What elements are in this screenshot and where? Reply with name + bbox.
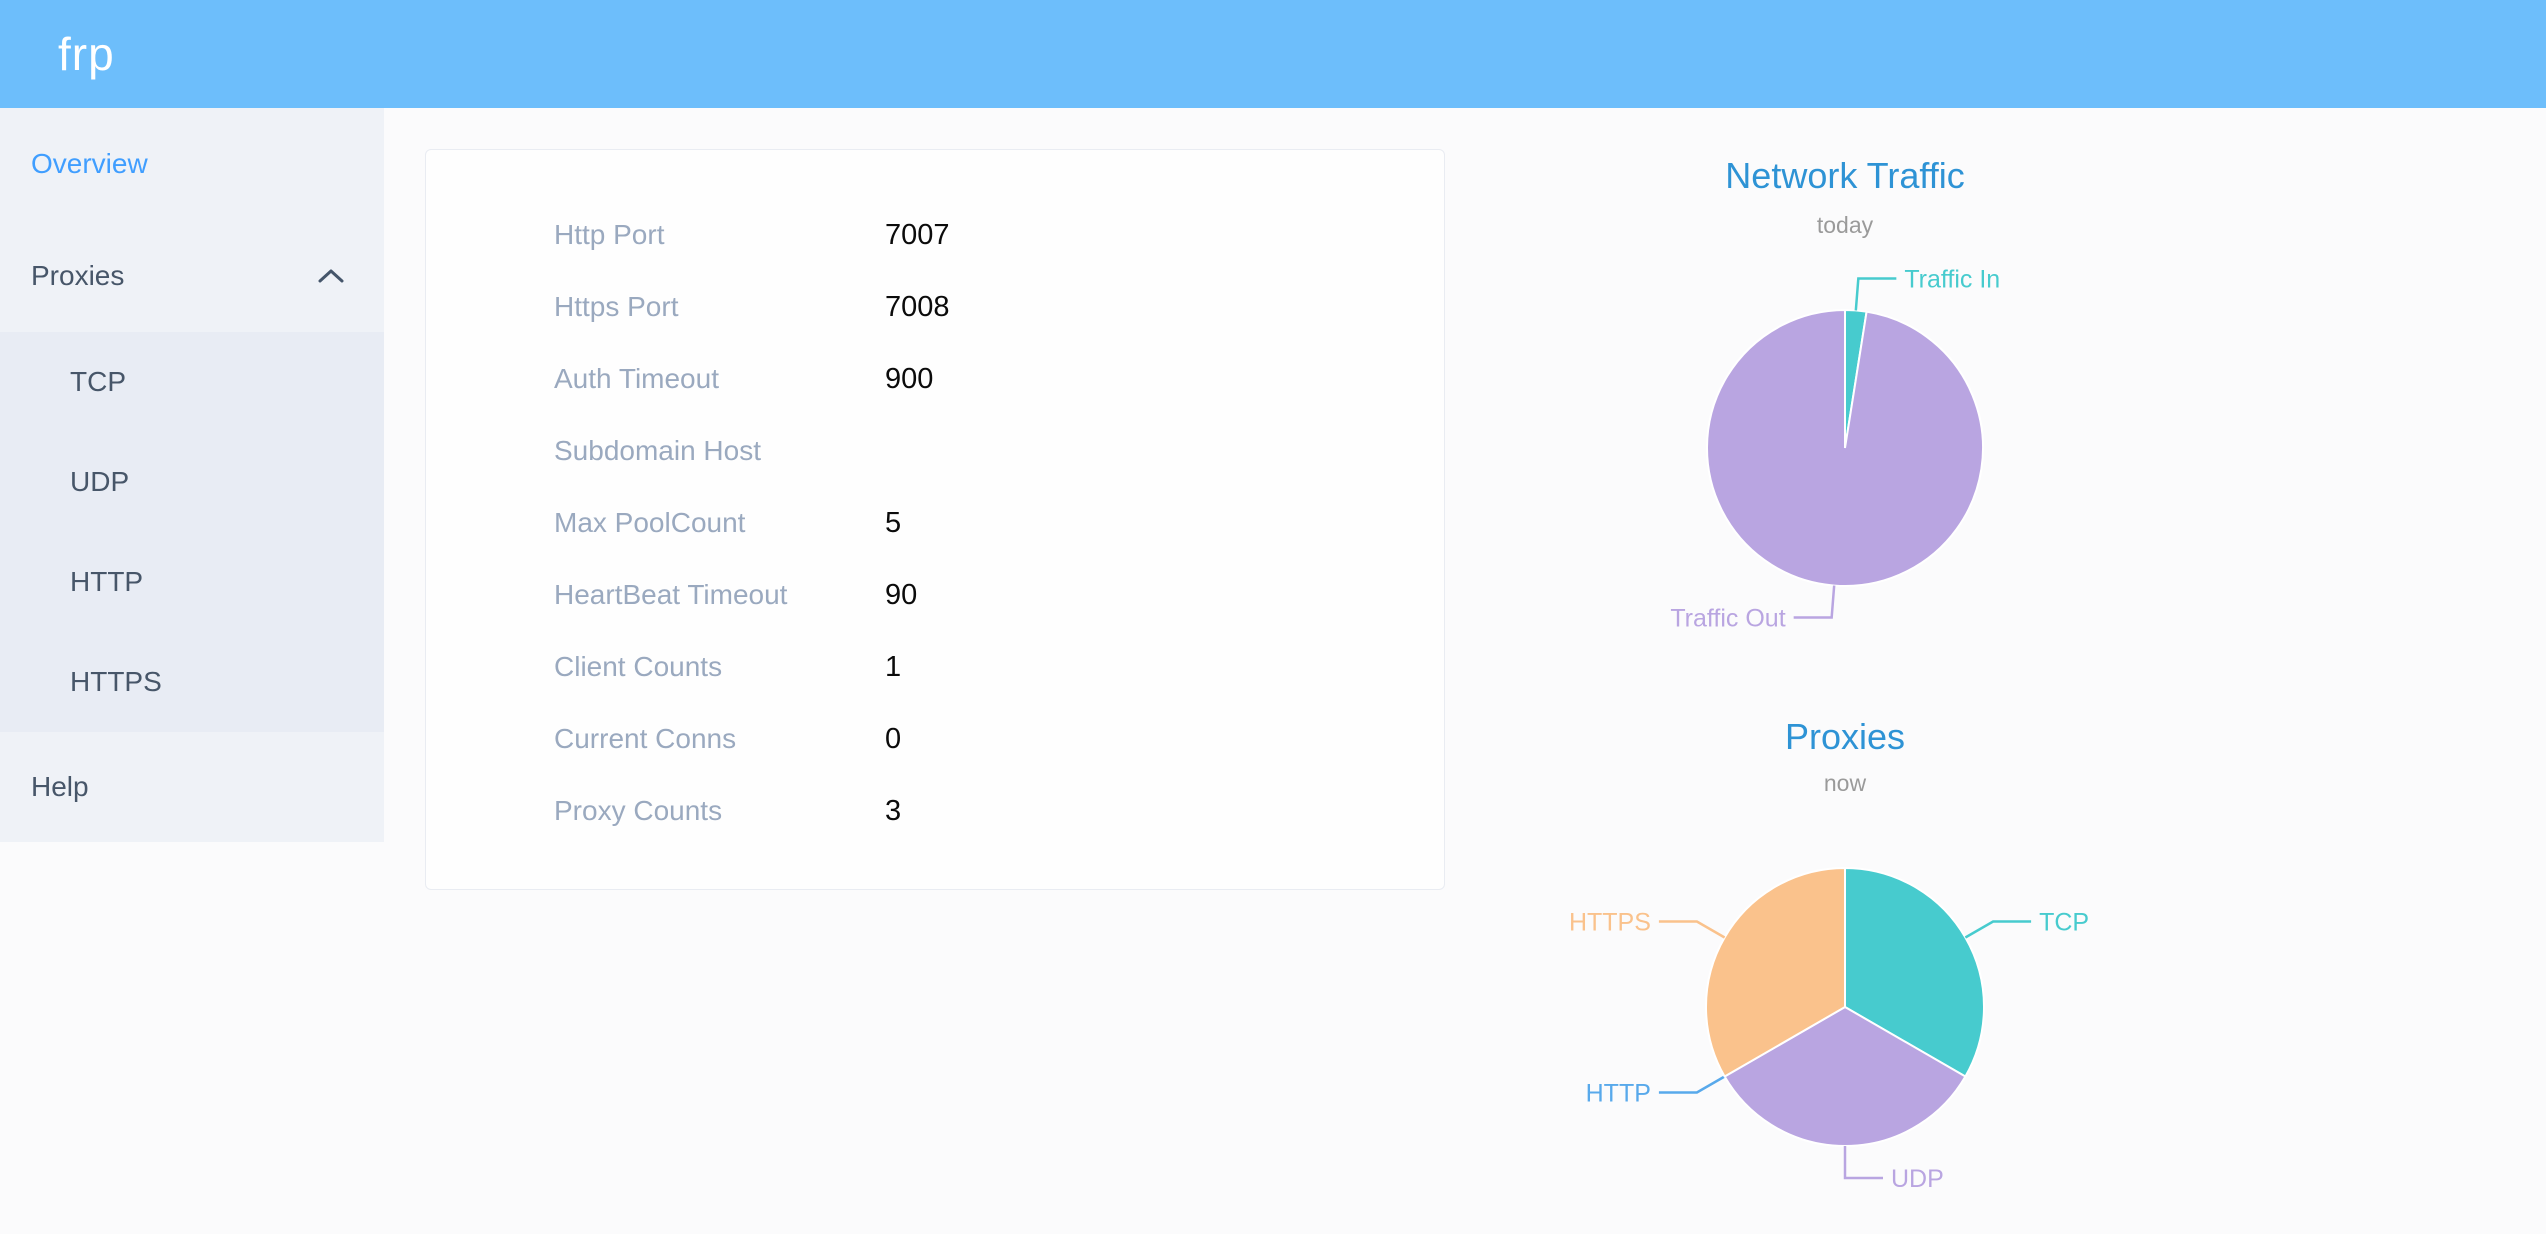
config-label: Auth Timeout [554, 363, 719, 394]
config-row: Auth Timeout 900 [426, 343, 1444, 415]
network-traffic-pie-chart: Traffic In Traffic Out [1670, 266, 2000, 633]
config-value: 5 [885, 506, 902, 539]
chevron-up-icon[interactable] [318, 268, 344, 284]
app-logo: frp [58, 28, 115, 80]
config-value: 0 [885, 722, 902, 755]
config-label: Client Counts [554, 651, 723, 682]
pie-slice-traffic-out [1706, 308, 1984, 587]
sidebar-item-https[interactable]: HTTPS [70, 666, 162, 697]
proxies-chart-title: Proxies [1784, 716, 1906, 757]
config-row: HeartBeat Timeout 90 [426, 559, 1444, 631]
config-row: Proxy Counts 3 [426, 775, 1444, 847]
pie-label-traffic-out: Traffic Out [1670, 604, 1785, 632]
config-row: Http Port 7007 [426, 199, 1444, 271]
config-label: Https Port [554, 291, 679, 322]
config-value: 1 [885, 650, 902, 683]
config-value: 90 [885, 578, 918, 611]
network-traffic-chart-subtitle: today [1816, 212, 1874, 238]
network-traffic-chart-title: Network Traffic [1725, 155, 1965, 196]
sidebar-item-udp[interactable]: UDP [70, 466, 130, 497]
config-label: Http Port [554, 219, 665, 250]
pie-label-line-traffic-in [1854, 277, 1897, 311]
config-value: 3 [885, 794, 902, 827]
config-row: Subdomain Host [426, 415, 1444, 487]
sidebar-item-help[interactable]: Help [31, 771, 89, 802]
config-label: Subdomain Host [554, 435, 762, 466]
config-row: Current Conns 0 [426, 703, 1444, 775]
config-row: Https Port 7008 [426, 271, 1444, 343]
proxies-chart-subtitle: now [1823, 770, 1867, 796]
pie-label-https: HTTPS [1569, 909, 1651, 937]
pie-label-udp: UDP [1891, 1165, 1944, 1193]
sidebar-item-overview[interactable]: Overview [31, 148, 148, 179]
pie-label-line-https [1658, 920, 1726, 939]
pie-label-line-udp [1843, 1146, 1883, 1180]
sidebar-item-tcp[interactable]: TCP [70, 366, 126, 397]
config-label: Current Conns [554, 723, 737, 754]
config-value: 7008 [885, 290, 950, 323]
server-config-card: Http Port 7007 Https Port 7008 Auth Time… [425, 149, 1445, 890]
pie-label-line-tcp [1964, 920, 2032, 939]
pie-label-line-http [1658, 1075, 1726, 1094]
pie-label-traffic-in: Traffic In [1904, 266, 2000, 294]
sidebar-item-http[interactable]: HTTP [70, 566, 144, 597]
pie-label-tcp: TCP [2039, 909, 2089, 937]
config-value: 7007 [885, 218, 950, 251]
sidebar-submenu-proxies: TCP UDP HTTP HTTPS [0, 332, 384, 732]
config-label: HeartBeat Timeout [554, 579, 788, 610]
config-row: Client Counts 1 [426, 631, 1444, 703]
proxies-pie-chart: TCP UDP HTTP HTTPS [1569, 866, 2089, 1193]
pie-label-http: HTTP [1586, 1080, 1651, 1108]
sidebar-item-proxies[interactable]: Proxies [0, 220, 384, 332]
config-row: Max PoolCount 5 [426, 487, 1444, 559]
sidebar-item-proxies-label: Proxies [31, 260, 125, 291]
config-value: 900 [885, 362, 934, 395]
config-label: Proxy Counts [554, 795, 723, 826]
config-label: Max PoolCount [554, 507, 746, 538]
sidebar: Overview Proxies TCP UDP HTTP HTTPS Help [0, 108, 384, 842]
app-header: frp [0, 0, 2546, 108]
pie-label-line-traffic-out [1793, 585, 1836, 619]
